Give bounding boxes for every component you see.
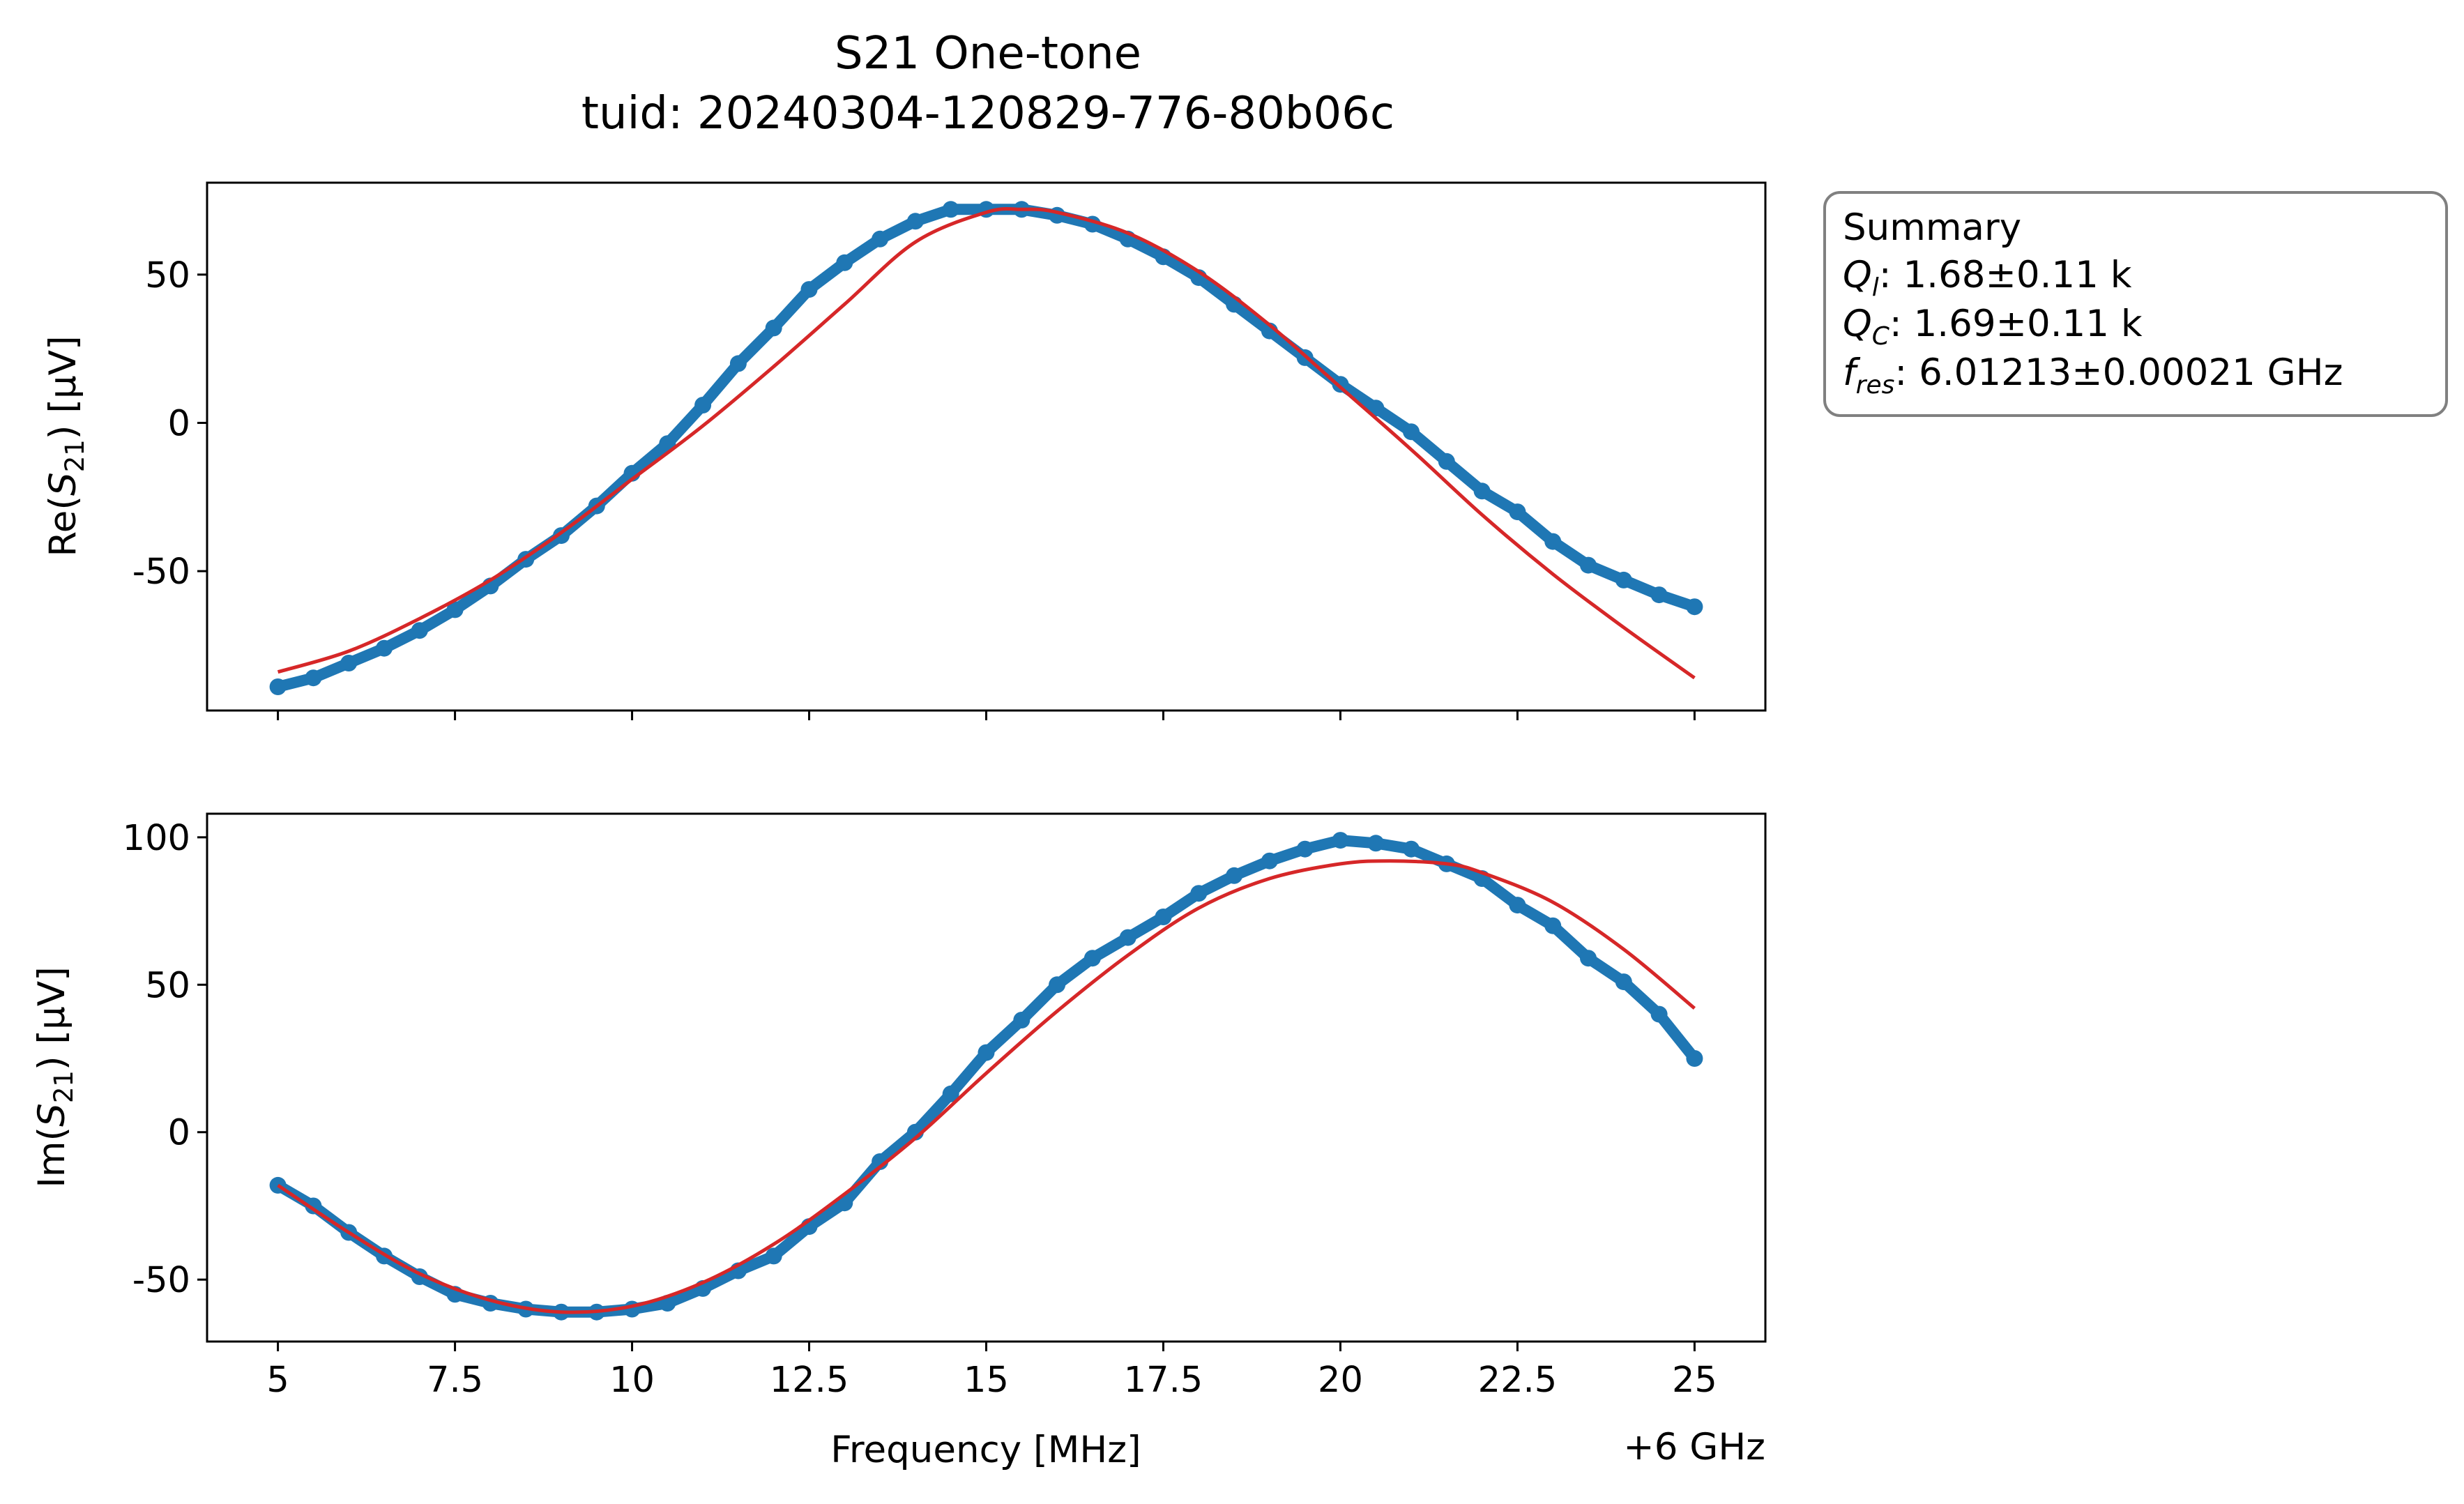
real-part-data-point (1509, 503, 1526, 521)
imaginary-part-data-point (1367, 835, 1385, 852)
imaginary-part-data-point (1332, 832, 1349, 849)
real-part-data-point (1332, 376, 1349, 393)
summary-fres: fres: 6.01213±0.00021 GHz (1843, 351, 2343, 400)
imaginary-part-data-point (1650, 1005, 1668, 1023)
imaginary-part-panel: 5 7.5 10 12.5 15 17.5 20 22.5 25 100 50 0 -50 Im(S21… (31, 812, 1767, 1471)
real-part-data-point (942, 201, 959, 218)
real-part-y-tick-label: 0 (168, 403, 190, 444)
real-part-data-point (340, 655, 358, 671)
real-part-data-point (836, 254, 853, 271)
x-tick-label: 7.5 (427, 1360, 483, 1401)
real-part-axes: 50 0 -50 (132, 255, 1696, 720)
imaginary-part-data-point (1686, 1050, 1703, 1067)
imaginary-part-data-point (1509, 897, 1526, 914)
imaginary-part-y-tick-label: -50 (132, 1260, 190, 1301)
imaginary-part-data-point (1544, 917, 1562, 934)
summary-qc: QC: 1.69±0.11 k (1843, 303, 2143, 351)
imaginary-part-y-tick-label: 50 (145, 965, 190, 1006)
imaginary-part-data-point (1226, 867, 1243, 884)
real-part-y-tick-label: 50 (145, 255, 190, 296)
chart-title: S21 One-tone (835, 28, 1141, 79)
imaginary-part-plot-area (269, 832, 1703, 1321)
imaginary-part-y-axis-label: Im(S21) [µV] (31, 966, 79, 1188)
imaginary-part-axes: 5 7.5 10 12.5 15 17.5 20 22.5 25 100 50 0 -50 (123, 818, 1717, 1401)
real-part-data-series (269, 201, 1703, 695)
x-tick-label: 22.5 (1478, 1360, 1558, 1401)
imaginary-part-data-point (1083, 950, 1101, 967)
imaginary-part-data-point (1403, 840, 1420, 858)
imaginary-part-data-point (1261, 852, 1278, 869)
real-part-data-point (872, 230, 889, 248)
real-part-data-point (765, 319, 782, 337)
real-part-data-point (1473, 483, 1491, 500)
real-part-plot-area (269, 201, 1703, 695)
summary-box: Summary Ql: 1.68±0.11 k QC: 1.69±0.11 k … (1823, 191, 2448, 417)
imaginary-part-data-point (978, 1044, 995, 1061)
x-tick-label: 20 (1318, 1360, 1363, 1401)
imaginary-part-y-tick-label: 100 (123, 818, 190, 859)
chart-subtitle: tuid: 20240304-120829-776-80b06c (581, 88, 1394, 139)
imaginary-part-data-point (1049, 976, 1066, 994)
real-part-data-point (1650, 586, 1668, 604)
x-tick-label: 10 (609, 1360, 655, 1401)
summary-ql: Ql: 1.68±0.11 k (1843, 254, 2132, 302)
imaginary-part-data-point (1013, 1012, 1031, 1028)
summary-heading: Summary (1843, 206, 2021, 249)
imaginary-part-data-point (1155, 909, 1172, 925)
imaginary-part-data-point (1190, 885, 1208, 902)
x-tick-label: 17.5 (1124, 1360, 1203, 1401)
real-part-data-point (729, 355, 747, 372)
x-tick-label: 25 (1672, 1360, 1717, 1401)
imaginary-part-y-tick-label: 0 (168, 1113, 190, 1154)
real-part-data-point (1615, 571, 1632, 588)
x-tick-label: 15 (964, 1360, 1009, 1401)
real-part-data-point (800, 281, 818, 298)
real-part-data-point (269, 678, 287, 695)
real-part-data-point (694, 397, 712, 413)
imaginary-part-data-point (765, 1247, 782, 1265)
imaginary-part-data-point (1119, 929, 1136, 946)
real-part-data-point (906, 213, 924, 230)
real-part-data-point (1367, 400, 1385, 417)
imaginary-part-data-point (1615, 973, 1632, 991)
real-part-data-point (1403, 423, 1420, 441)
real-part-y-tick-label: -50 (132, 552, 190, 593)
imaginary-part-fit-line (277, 859, 1696, 1314)
imaginary-part-data-point (1296, 840, 1314, 858)
real-part-data-point (1580, 556, 1597, 574)
real-part-data-point (446, 601, 464, 618)
real-part-fit-line (277, 206, 1696, 680)
x-axis-label: Frequency [MHz] (830, 1429, 1141, 1471)
imaginary-part-data-point (942, 1085, 959, 1102)
x-axis-offset-label: +6 GHz (1623, 1426, 1765, 1468)
real-part-data-point (411, 622, 428, 639)
real-part-data-point (1438, 453, 1455, 470)
imaginary-part-data-point (1580, 950, 1597, 967)
real-part-data-point (1544, 533, 1562, 550)
real-part-y-axis-label: Re(S21) [µV] (42, 335, 90, 556)
real-part-data-point (376, 639, 393, 657)
real-part-data-point (1686, 598, 1703, 616)
x-tick-label: 5 (266, 1360, 289, 1401)
x-tick-label: 12.5 (770, 1360, 849, 1401)
real-part-panel: 50 0 -50 Re(S21) [µV] (42, 181, 1767, 720)
real-part-data-point (305, 669, 322, 687)
summary-box-frame (1823, 191, 2448, 417)
